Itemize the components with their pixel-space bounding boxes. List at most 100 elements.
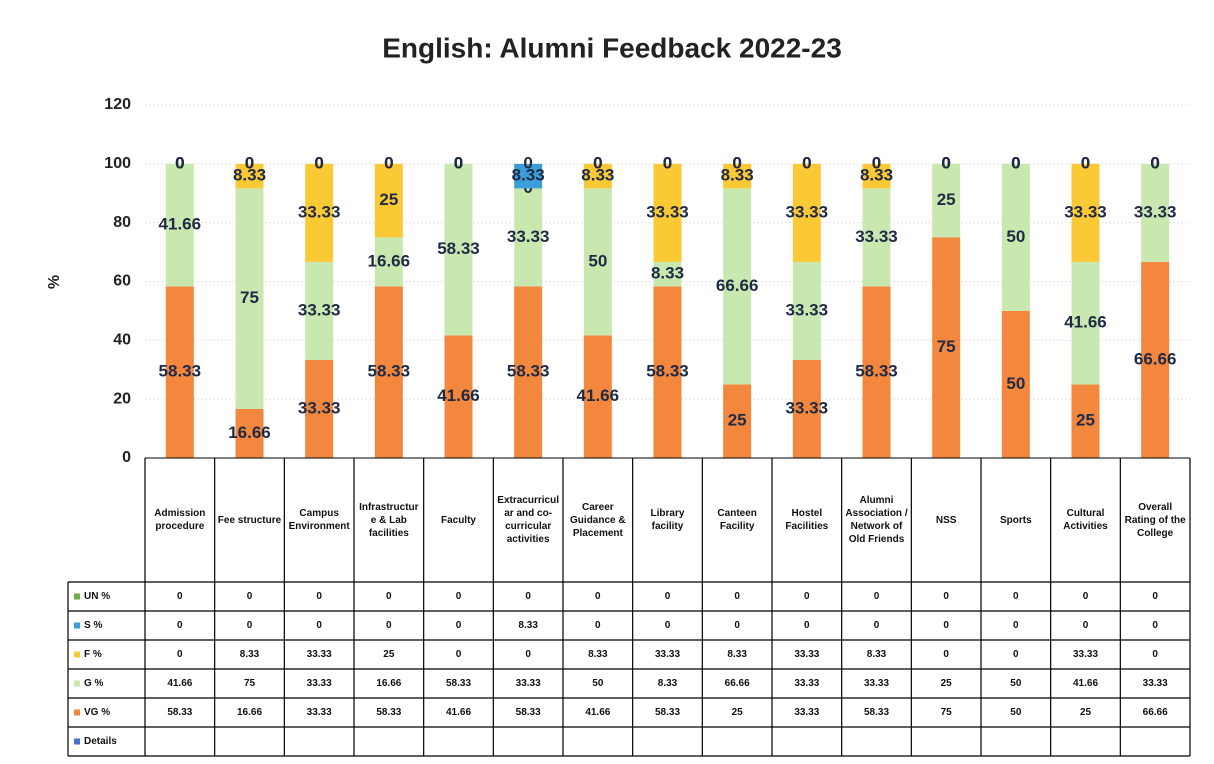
data-label: 58.33 bbox=[855, 362, 898, 381]
table-cell: 33.33 bbox=[1143, 678, 1168, 689]
table-cell: 0 bbox=[386, 591, 392, 602]
bar-segment bbox=[165, 163, 194, 287]
data-label: 0 bbox=[454, 153, 463, 172]
table-cell: 58.33 bbox=[167, 707, 192, 718]
table-cell: 8.33 bbox=[727, 649, 747, 660]
x-tick-label: Faculty bbox=[440, 514, 476, 526]
table-cell: 0 bbox=[665, 620, 671, 631]
bar-segment bbox=[514, 286, 543, 458]
data-label: 0 bbox=[314, 153, 323, 172]
table-cell: 0 bbox=[943, 620, 949, 631]
data-label: 50 bbox=[1006, 374, 1025, 393]
data-label: 25 bbox=[937, 190, 956, 209]
table-cell: 0 bbox=[804, 620, 810, 631]
table-cell: 0 bbox=[874, 620, 880, 631]
data-label: 8.33 bbox=[651, 264, 684, 283]
x-tick-label: Admission procedure bbox=[154, 508, 206, 532]
data-label: 16.66 bbox=[368, 251, 411, 270]
data-label: 0 bbox=[245, 153, 254, 172]
table-cell: 0 bbox=[177, 620, 183, 631]
table-cell: 0 bbox=[1013, 591, 1019, 602]
data-label: 0 bbox=[941, 153, 950, 172]
data-label: 33.33 bbox=[1134, 202, 1177, 221]
y-tick-label: 60 bbox=[113, 273, 131, 290]
table-cell: 0 bbox=[525, 649, 531, 660]
table-cell: 41.66 bbox=[446, 707, 471, 718]
data-label: 66.66 bbox=[716, 276, 759, 295]
table-cell: 0 bbox=[734, 591, 740, 602]
legend-marker bbox=[74, 709, 80, 716]
y-axis-label: % bbox=[46, 275, 63, 289]
data-label: 33.33 bbox=[507, 227, 550, 246]
bar-segment bbox=[235, 163, 264, 189]
table-cell: 0 bbox=[247, 591, 253, 602]
data-label: 8.33 bbox=[581, 166, 614, 185]
table-cell: 33.33 bbox=[307, 649, 332, 660]
data-label: 33.33 bbox=[298, 398, 341, 417]
y-tick-label: 100 bbox=[104, 155, 131, 172]
data-label: 0 bbox=[732, 153, 741, 172]
data-label: 0 bbox=[593, 153, 602, 172]
data-label: 41.66 bbox=[159, 215, 202, 234]
bar-segment bbox=[862, 188, 891, 287]
bar-segment bbox=[1071, 261, 1100, 385]
table-cell: 0 bbox=[595, 620, 601, 631]
legend-marker bbox=[74, 593, 80, 600]
table-cell: 8.33 bbox=[658, 678, 678, 689]
data-label: 25 bbox=[1076, 411, 1095, 430]
x-tick-label: Career Guidance & Placement bbox=[570, 501, 626, 539]
legend-marker bbox=[74, 651, 80, 658]
bar-segment bbox=[1141, 261, 1170, 458]
legend-label: S % bbox=[84, 620, 102, 631]
data-label: 0 bbox=[384, 153, 393, 172]
bar-segment bbox=[932, 237, 961, 458]
data-label: 0 bbox=[1011, 153, 1020, 172]
data-label: 8.33 bbox=[721, 166, 754, 185]
bar-segment bbox=[792, 359, 821, 458]
bar-segment bbox=[374, 286, 403, 458]
bar-segment bbox=[723, 384, 752, 458]
data-label: 0 bbox=[872, 153, 881, 172]
table-cell: 0 bbox=[804, 591, 810, 602]
table-cell: 16.66 bbox=[237, 707, 262, 718]
legend-marker bbox=[74, 622, 80, 629]
bar-segment bbox=[583, 188, 612, 336]
data-label: 75 bbox=[240, 288, 259, 307]
table-cell: 58.33 bbox=[516, 707, 541, 718]
data-label: 0 bbox=[663, 153, 672, 172]
data-label: 58.33 bbox=[437, 239, 480, 258]
legend-label: Details bbox=[84, 736, 117, 747]
table-cell: 0 bbox=[525, 591, 531, 602]
bar-segment bbox=[305, 163, 334, 262]
table-cell: 0 bbox=[665, 591, 671, 602]
table-cell: 50 bbox=[1010, 707, 1022, 718]
table-cell: 58.33 bbox=[864, 707, 889, 718]
data-label: 33.33 bbox=[646, 202, 689, 221]
legend-label: VG % bbox=[84, 707, 110, 718]
x-tick-label: Fee structure bbox=[217, 514, 282, 526]
data-label: 0 bbox=[1150, 153, 1159, 172]
table-cell: 16.66 bbox=[376, 678, 401, 689]
table-cell: 33.33 bbox=[1073, 649, 1098, 660]
bar-segment bbox=[1141, 163, 1170, 262]
table-cell: 33.33 bbox=[794, 707, 819, 718]
data-label: 50 bbox=[1006, 227, 1025, 246]
data-label: 0 bbox=[245, 153, 254, 172]
y-tick-label: 40 bbox=[113, 332, 131, 349]
data-label: 0 bbox=[454, 153, 463, 172]
bar-segment bbox=[1071, 163, 1100, 262]
bar-segment bbox=[862, 286, 891, 458]
data-label: 0 bbox=[1150, 153, 1159, 172]
y-tick-label: 20 bbox=[113, 390, 131, 407]
data-label: 0 bbox=[1011, 153, 1020, 172]
data-label: 33.33 bbox=[1064, 202, 1107, 221]
bar-segment bbox=[932, 163, 961, 238]
data-label: 58.33 bbox=[507, 362, 550, 381]
table-cell: 0 bbox=[177, 649, 183, 660]
data-label: 0 bbox=[454, 153, 463, 172]
table-cell: 0 bbox=[1152, 620, 1158, 631]
table-cell: 58.33 bbox=[655, 707, 680, 718]
table-cell: 0 bbox=[456, 620, 462, 631]
x-tick-label: Sports bbox=[999, 514, 1032, 526]
